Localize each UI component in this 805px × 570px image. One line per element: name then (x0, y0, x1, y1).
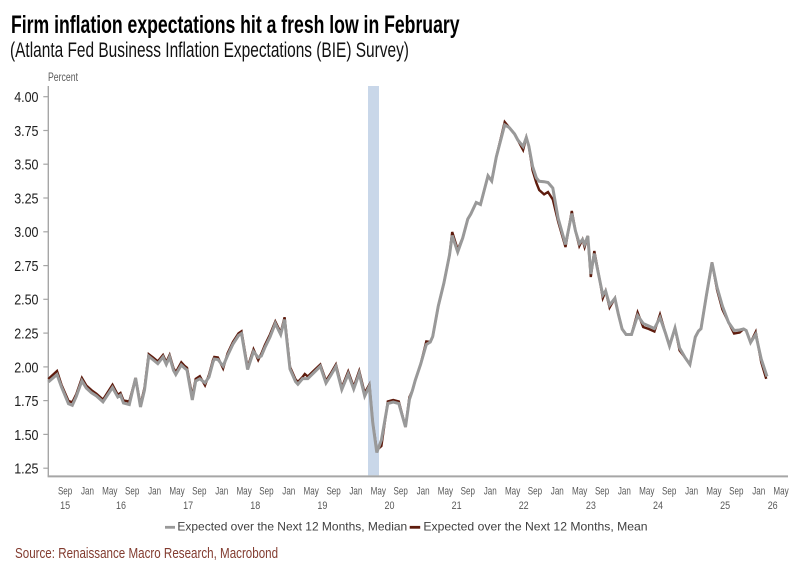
svg-text:2.50: 2.50 (14, 293, 38, 309)
svg-text:21: 21 (452, 500, 462, 512)
svg-text:2.00: 2.00 (14, 360, 38, 376)
svg-text:1.25: 1.25 (14, 462, 38, 478)
svg-text:1.50: 1.50 (14, 428, 38, 444)
svg-text:Jan: Jan (215, 485, 228, 497)
svg-text:Percent: Percent (48, 72, 79, 84)
svg-text:May: May (639, 485, 655, 497)
svg-text:3.50: 3.50 (14, 158, 38, 174)
svg-text:Jan: Jan (349, 485, 362, 497)
svg-text:Jan: Jan (551, 485, 564, 497)
svg-text:Jan: Jan (282, 485, 295, 497)
svg-text:Sep: Sep (595, 485, 609, 497)
svg-text:Jan: Jan (484, 485, 497, 497)
svg-text:23: 23 (586, 500, 596, 512)
svg-text:Sep: Sep (326, 485, 340, 497)
svg-text:Sep: Sep (394, 485, 408, 497)
svg-text:2.25: 2.25 (14, 327, 38, 343)
svg-text:Sep: Sep (125, 485, 139, 497)
svg-text:19: 19 (317, 500, 327, 512)
svg-text:May: May (572, 485, 588, 497)
svg-text:3.25: 3.25 (14, 191, 38, 207)
svg-text:Jan: Jan (685, 485, 698, 497)
svg-text:May: May (773, 485, 789, 497)
svg-text:May: May (438, 485, 454, 497)
svg-text:May: May (304, 485, 320, 497)
svg-text:Sep: Sep (662, 485, 676, 497)
svg-text:3.00: 3.00 (14, 225, 38, 241)
svg-text:24: 24 (653, 500, 663, 512)
svg-text:2.75: 2.75 (14, 259, 38, 275)
svg-text:16: 16 (116, 500, 126, 512)
svg-text:Jan: Jan (148, 485, 161, 497)
svg-text:26: 26 (768, 500, 778, 512)
svg-text:Sep: Sep (58, 485, 72, 497)
svg-text:Sep: Sep (192, 485, 206, 497)
svg-text:Jan: Jan (81, 485, 94, 497)
svg-text:4.00: 4.00 (14, 90, 38, 106)
svg-text:Jan: Jan (417, 485, 430, 497)
svg-text:22: 22 (519, 500, 529, 512)
svg-text:25: 25 (720, 500, 730, 512)
svg-text:Expected over the Next 12 Mont: Expected over the Next 12 Months, Mean (423, 519, 647, 533)
svg-text:1.75: 1.75 (14, 394, 38, 410)
svg-text:3.75: 3.75 (14, 124, 38, 140)
svg-text:Sep: Sep (461, 485, 475, 497)
svg-text:20: 20 (385, 500, 395, 512)
svg-text:17: 17 (183, 500, 193, 512)
svg-text:May: May (706, 485, 722, 497)
svg-text:Jan: Jan (618, 485, 631, 497)
svg-text:May: May (505, 485, 521, 497)
svg-text:15: 15 (60, 500, 70, 512)
svg-text:Sep: Sep (729, 485, 743, 497)
svg-text:Expected over the Next 12 Mont: Expected over the Next 12 Months, Median (177, 519, 407, 533)
svg-text:Sep: Sep (528, 485, 542, 497)
svg-text:May: May (102, 485, 118, 497)
svg-text:Jan: Jan (752, 485, 765, 497)
svg-text:May: May (236, 485, 252, 497)
svg-text:18: 18 (250, 500, 260, 512)
svg-text:May: May (169, 485, 185, 497)
svg-text:Sep: Sep (259, 485, 273, 497)
svg-text:May: May (371, 485, 387, 497)
